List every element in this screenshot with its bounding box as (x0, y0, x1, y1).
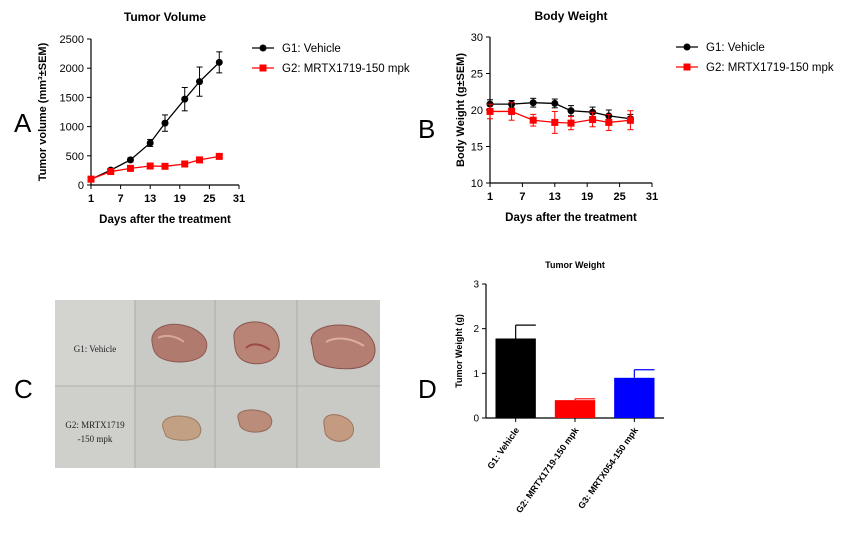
x-tick-label: 7 (118, 193, 124, 205)
legend-label: G2: MRTX1719-150 mpk (706, 62, 834, 74)
data-point (215, 58, 223, 66)
tumor-vehicle-3 (310, 324, 376, 370)
tumor-photo: G1: Vehicle G2: MRTX1719 -150 mpk (55, 300, 380, 468)
x-tick-label: 1 (88, 193, 94, 205)
data-point (567, 119, 575, 127)
y-tick-label: 10 (471, 178, 483, 190)
y-tick-label: 20 (471, 105, 483, 117)
x-tick-label: 13 (549, 191, 561, 203)
body-weight-chart: Body Weight 10 15 20 25 30 1 7 13 19 25 31 Days afte… (455, 9, 834, 224)
x-tick-label: 1 (487, 191, 493, 203)
x-tick-label: 31 (646, 191, 658, 203)
legend-marker (683, 63, 691, 71)
panel-letter-d: D (418, 374, 437, 404)
x-tick-label: 19 (174, 193, 186, 205)
bar (554, 400, 596, 418)
y-tick-label: 1000 (60, 122, 84, 134)
tumor-highlight (157, 334, 185, 343)
data-point (161, 119, 169, 127)
photo-label-g2-dose: -150 mpk (78, 434, 113, 444)
x-axis-label: Days after the treatment (505, 212, 637, 224)
y-axis-label: Tumor volume (mm³±SEM) (37, 42, 49, 181)
y-tick-label: 15 (471, 142, 483, 154)
tumor-weight-chart: Tumor Weight 0 1 2 3 Tumor Weight (g) G1: Vehi… (454, 260, 664, 515)
y-tick-label: 25 (471, 69, 483, 81)
tumor-vehicle-1 (151, 323, 208, 363)
tumor-mrtx1719-1 (162, 415, 202, 441)
data-point (87, 175, 95, 183)
data-point (486, 107, 494, 115)
bar (495, 338, 536, 418)
legend-marker (259, 64, 267, 72)
photo-label-card (55, 300, 135, 386)
x-axis-label: Days after the treatment (99, 214, 231, 226)
legend-label: G2: MRTX1719-150 mpk (282, 63, 410, 75)
panel-letter-b: B (418, 114, 435, 144)
tumor-highlight (245, 343, 271, 351)
x-tick-label: 13 (144, 193, 156, 205)
x-tick-label: G2: MRTX1719-150 mpk (514, 425, 581, 515)
data-point (551, 99, 559, 107)
tumor-highlight (325, 337, 365, 347)
y-tick-label: 2000 (60, 63, 84, 75)
data-point (126, 164, 134, 172)
y-tick-label: 30 (471, 32, 483, 44)
tumor-vehicle-2 (233, 321, 280, 365)
y-tick-label: 2500 (60, 34, 84, 46)
panel-letter-c: C (14, 374, 33, 404)
legend-label: G1: Vehicle (282, 43, 341, 55)
chart-title: Tumor Volume (124, 10, 207, 24)
tumor-volume-chart: Tumor Volume 0 500 1000 1500 2000 2500 1 7 13 19 25… (37, 10, 410, 226)
x-tick-label: 25 (203, 193, 215, 205)
x-tick-label: G1: Vehicle (485, 425, 521, 470)
y-tick-label: 0 (473, 414, 479, 425)
y-tick-label: 3 (473, 280, 479, 291)
data-point (567, 107, 575, 115)
tumor-mrtx1719-3 (323, 414, 354, 442)
data-point (181, 160, 189, 168)
x-tick-label: 25 (613, 191, 625, 203)
panel-letter-a: A (14, 108, 32, 138)
tumor-mrtx1719-2 (237, 409, 273, 433)
legend-marker (259, 44, 267, 52)
photo-label-g2: G2: MRTX1719 (65, 420, 125, 430)
data-point (107, 168, 115, 176)
x-tick-label: 19 (581, 191, 593, 203)
data-point (551, 118, 559, 126)
data-point (605, 118, 613, 126)
data-point (196, 78, 204, 86)
data-point (508, 107, 516, 115)
data-point (146, 139, 154, 147)
bar (614, 377, 655, 418)
data-point (215, 152, 223, 160)
legend-marker (683, 43, 691, 51)
chart-title: Body Weight (534, 9, 607, 23)
data-point (589, 115, 597, 123)
x-tick-label: G3: MRTX054-150 mpk (576, 425, 640, 511)
data-point (626, 116, 634, 124)
photo-label-g1: G1: Vehicle (74, 344, 117, 354)
y-tick-label: 1 (473, 369, 479, 380)
photo-label-card (55, 386, 135, 468)
y-axis-label: Tumor Weight (g) (454, 314, 464, 388)
y-axis-label: Body Weight (g±SEM) (455, 53, 467, 167)
data-point (146, 162, 154, 170)
data-point (529, 99, 537, 107)
y-tick-label: 2 (473, 324, 479, 335)
chart-title: Tumor Weight (545, 260, 605, 270)
data-point (161, 162, 169, 170)
x-tick-label: 7 (519, 191, 525, 203)
x-tick-label: 31 (233, 193, 245, 205)
data-point (181, 95, 189, 103)
y-tick-label: 1500 (60, 92, 84, 104)
data-point (126, 156, 134, 164)
data-point (196, 156, 204, 164)
data-point (529, 116, 537, 124)
y-tick-label: 500 (66, 151, 84, 163)
legend-label: G1: Vehicle (706, 42, 765, 54)
y-tick-label: 0 (78, 180, 84, 192)
